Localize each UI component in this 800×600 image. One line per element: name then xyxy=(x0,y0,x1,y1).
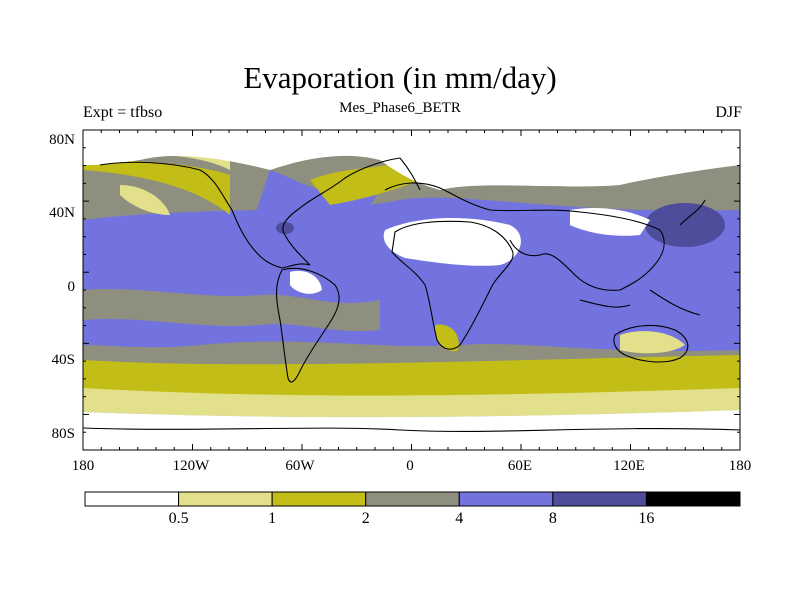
field-southern-africa xyxy=(435,324,459,352)
map-ticks xyxy=(82,129,741,451)
map-title: Evaporation (in mm/day) xyxy=(243,60,557,95)
field-arctic-land xyxy=(83,130,740,190)
map-field xyxy=(83,130,740,450)
colorbar-swatch xyxy=(645,491,741,507)
lon-tick-label: 120E xyxy=(613,458,645,474)
field-band-north-pacific xyxy=(83,160,230,215)
lat-tick-label: 80S xyxy=(51,426,75,442)
colorbar-label: 4 xyxy=(455,510,464,527)
map-subtitle: Mes_Phase6_BETR xyxy=(339,100,461,116)
lat-tick-label: 40S xyxy=(51,352,75,368)
colorbar-label: 8 xyxy=(548,510,557,527)
colorbar-label: 1 xyxy=(268,510,277,527)
coastlines xyxy=(83,157,740,432)
colorbar-swatch xyxy=(458,491,554,507)
colorbar xyxy=(84,491,741,507)
lat-tick-label: 0 xyxy=(67,279,76,295)
colorbar-label: 2 xyxy=(361,510,370,527)
colorbar-label: 16 xyxy=(638,510,655,527)
coast-japan xyxy=(679,199,706,226)
experiment-label: Expt = tfbso xyxy=(83,104,163,121)
colorbar-swatch xyxy=(84,491,180,507)
field-australia xyxy=(620,331,685,354)
lon-tick-label: 60W xyxy=(285,458,315,474)
lat-tick-label: 80N xyxy=(49,132,75,148)
coast-eurasia xyxy=(384,182,665,291)
lon-tick-label: 120W xyxy=(172,458,210,474)
colorbar-label: 0.5 xyxy=(168,510,189,527)
field-amazon-low xyxy=(290,270,322,294)
lon-tick-label: 0 xyxy=(406,458,414,474)
lat-tick-label: 40N xyxy=(49,205,75,221)
season-label: DJF xyxy=(715,104,742,121)
coast-scandinavia xyxy=(399,157,421,191)
field-kuroshio-peak xyxy=(645,203,725,247)
field-band-southeast-pacific xyxy=(83,288,380,332)
field-gulfstream-peak xyxy=(276,222,294,234)
colorbar-swatch xyxy=(552,491,647,507)
coast-africa xyxy=(391,220,514,350)
field-north-america-low xyxy=(120,185,170,215)
field-gulfstream-high xyxy=(250,170,378,238)
field-band-southern-mid xyxy=(83,355,740,397)
coast-antarctica xyxy=(83,427,740,432)
colorbar-swatch xyxy=(271,491,367,507)
coast-australia xyxy=(613,324,689,363)
field-sahara-arabia xyxy=(383,218,521,266)
coast-maritime-continent xyxy=(579,289,701,316)
lon-tick-label: 180 xyxy=(71,458,95,474)
coast-south-america xyxy=(275,267,340,383)
colorbar-swatch xyxy=(178,491,273,507)
field-band-southern-low xyxy=(83,388,740,418)
field-central-asia xyxy=(570,208,650,236)
coast-north-america xyxy=(99,157,401,269)
lon-tick-label: 60E xyxy=(507,458,533,474)
lon-tick-label: 180 xyxy=(728,458,752,474)
colorbar-swatch xyxy=(365,491,460,507)
